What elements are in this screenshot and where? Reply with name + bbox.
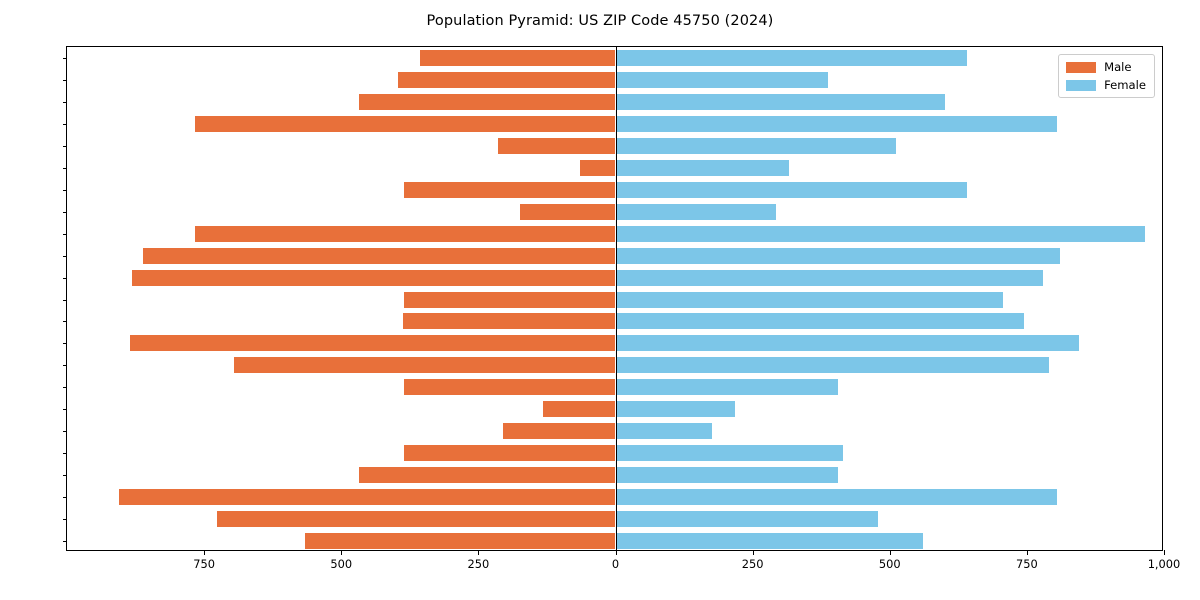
- bar-male: [194, 115, 616, 132]
- bar-female: [615, 247, 1060, 264]
- bar-female: [615, 137, 897, 154]
- bar-male: [419, 49, 616, 66]
- x-tick-mark: [1026, 550, 1028, 555]
- bar-male: [304, 533, 616, 550]
- y-tick-mark: [62, 321, 67, 323]
- bar-female: [615, 445, 844, 462]
- x-tick-label: 750: [1016, 557, 1038, 571]
- y-tick-mark: [62, 519, 67, 521]
- x-tick-mark: [341, 550, 343, 555]
- bar-male: [216, 511, 616, 528]
- bar-male: [580, 159, 616, 176]
- y-tick-mark: [62, 79, 67, 81]
- y-tick-mark: [62, 255, 67, 257]
- bar-female: [615, 203, 776, 220]
- bar-male: [404, 181, 616, 198]
- x-tick-mark: [1164, 550, 1165, 555]
- y-tick-mark: [62, 277, 67, 279]
- legend-label-male: Male: [1104, 60, 1132, 74]
- y-tick-mark: [62, 299, 67, 301]
- bar-female: [615, 401, 736, 418]
- x-tick-label: 250: [741, 557, 764, 571]
- bar-male: [142, 247, 616, 264]
- y-tick-mark: [62, 57, 67, 59]
- bar-female: [615, 269, 1044, 286]
- bar-male: [234, 357, 616, 374]
- y-tick-mark: [62, 123, 67, 125]
- y-tick-mark: [62, 541, 67, 543]
- bar-female: [615, 49, 967, 66]
- x-tick-mark: [478, 550, 480, 555]
- bar-male: [132, 269, 616, 286]
- legend-item-male: Male: [1066, 60, 1146, 74]
- bar-male: [404, 291, 616, 308]
- y-tick-mark: [62, 101, 67, 103]
- legend-item-female: Female: [1066, 78, 1146, 92]
- legend-swatch-male: [1066, 61, 1097, 73]
- bars-layer: [67, 47, 1162, 550]
- chart-title: Population Pyramid: US ZIP Code 45750 (2…: [426, 13, 774, 29]
- bar-male: [404, 445, 616, 462]
- bar-female: [615, 93, 946, 110]
- bar-female: [615, 335, 1079, 352]
- bar-male: [497, 137, 616, 154]
- bar-male: [359, 93, 616, 110]
- bar-male: [397, 71, 616, 88]
- y-tick-mark: [62, 409, 67, 411]
- bar-female: [615, 225, 1145, 242]
- y-tick-mark: [62, 475, 67, 477]
- y-tick-mark: [62, 211, 67, 213]
- bar-male: [502, 423, 616, 440]
- bar-female: [615, 511, 878, 528]
- bar-male: [194, 225, 616, 242]
- bar-male: [119, 489, 616, 506]
- bar-female: [615, 291, 1003, 308]
- y-tick-mark: [62, 453, 67, 455]
- x-tick-label: 500: [330, 557, 353, 571]
- bar-female: [615, 489, 1058, 506]
- bar-male: [543, 401, 616, 418]
- bar-female: [615, 533, 923, 550]
- bar-male: [359, 467, 616, 484]
- plot-area: 85+80-8475-7970-7467-6965-6662-6460-6155…: [62, 46, 1180, 571]
- y-tick-mark: [62, 233, 67, 235]
- bar-female: [615, 181, 967, 198]
- bar-female: [615, 357, 1049, 374]
- y-tick-mark: [62, 387, 67, 389]
- x-tick-mark: [615, 550, 617, 555]
- legend-label-female: Female: [1104, 78, 1146, 92]
- bar-female: [615, 423, 713, 440]
- x-tick-label: 250: [467, 557, 490, 571]
- legend-swatch-female: [1066, 79, 1097, 91]
- y-tick-mark: [62, 431, 67, 433]
- bar-male: [130, 335, 616, 352]
- zero-axis-line: [615, 47, 617, 550]
- y-tick-mark: [62, 189, 67, 191]
- y-tick-mark: [62, 167, 67, 169]
- y-tick-mark: [62, 365, 67, 367]
- x-tick-label: 0: [611, 557, 620, 571]
- y-tick-mark: [62, 145, 67, 147]
- x-tick-mark: [204, 550, 206, 555]
- bar-female: [615, 115, 1058, 132]
- bar-male: [403, 313, 616, 330]
- bar-female: [615, 71, 828, 88]
- bar-female: [615, 467, 838, 484]
- x-tick-mark: [889, 550, 891, 555]
- chart-legend: Male Female: [1058, 54, 1155, 98]
- x-tick-mark: [752, 550, 754, 555]
- x-tick-label: 750: [193, 557, 215, 571]
- bar-male: [404, 379, 616, 396]
- y-tick-mark: [62, 497, 67, 499]
- bar-female: [615, 313, 1025, 330]
- bar-male: [519, 203, 616, 220]
- x-tick-label: 500: [878, 557, 901, 571]
- y-tick-mark: [62, 343, 67, 345]
- x-tick-label: 1,000: [1147, 557, 1181, 571]
- bar-female: [615, 379, 838, 396]
- bar-female: [615, 159, 790, 176]
